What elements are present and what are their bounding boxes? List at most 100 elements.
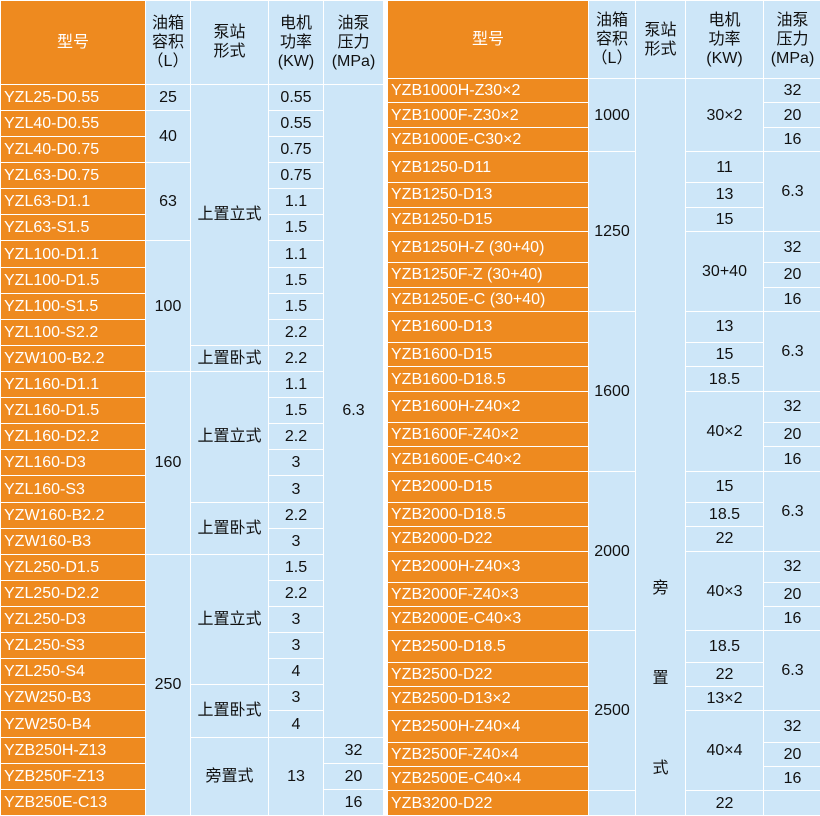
table-row: YZW250-B4 4 xyxy=(0,710,384,738)
model-cell: YZL100-S1.5 xyxy=(0,292,146,320)
header-cell: 电机 功率 (KW) xyxy=(268,0,324,85)
spec-cell: 40×2 xyxy=(685,390,764,472)
spec-cell: 1.5 xyxy=(268,214,324,242)
spec-cell: 1000 xyxy=(588,78,636,153)
spec-cell: 上置立式 xyxy=(190,83,269,346)
model-cell: YZL25-D0.55 xyxy=(0,83,146,111)
spec-cell: 上置卧式 xyxy=(190,684,269,738)
model-cell: YZB2000F-Z40×3 xyxy=(387,581,589,608)
spec-cell: 30+40 xyxy=(685,230,764,312)
table-row: YZL250-D3 3 xyxy=(0,606,384,634)
model-cell: YZL250-D2.2 xyxy=(0,579,146,608)
model-cell: YZW100-B2.2 xyxy=(0,344,146,373)
model-cell: YZB1250H-Z (30+40) xyxy=(387,230,589,264)
spec-cell: 160 xyxy=(145,371,191,555)
spec-cell: 16 xyxy=(763,286,820,312)
model-cell: YZB250H-Z13 xyxy=(0,736,146,764)
spec-cell: 4 xyxy=(268,710,324,738)
spec-cell: 6.3 xyxy=(763,151,820,232)
spec-cell: 32 xyxy=(323,736,384,764)
spec-cell: 3 xyxy=(268,684,324,712)
pump-type-char: 置 xyxy=(652,670,669,688)
table-row: YZL25-D0.55 25 上置立式 0.55 6.3 xyxy=(0,83,384,738)
spec-cell: 上置立式 xyxy=(190,371,269,503)
model-cell: YZB250E-C13 xyxy=(0,788,146,816)
model-cell: YZL160-D3 xyxy=(0,449,146,477)
spec-cell: 20 xyxy=(763,581,820,608)
table-row: YZB1000H-Z30×2 1000 旁置式 30×2 32 xyxy=(387,78,820,816)
table-row: YZB1600F-Z40×2 20 xyxy=(387,422,820,448)
table-row: YZB1600-D15 15 xyxy=(387,342,820,368)
table-row: YZB2500F-Z40×4 20 xyxy=(387,741,820,768)
model-cell: YZB2500F-Z40×4 xyxy=(387,741,589,768)
header-cell: 油泵 压力 (MPa) xyxy=(323,0,384,85)
header-cell: 型号 xyxy=(0,0,146,85)
model-cell: YZL160-D2.2 xyxy=(0,423,146,451)
spec-cell: 0.55 xyxy=(268,83,324,111)
model-cell: YZL63-D0.75 xyxy=(0,162,146,190)
model-cell: YZL250-S4 xyxy=(0,658,146,686)
spec-cell: 30×2 xyxy=(685,78,764,153)
table-row: YZB2500-D18.5 2500 18.5 6.3 xyxy=(387,630,820,792)
table-row: YZB250F-Z13 20 xyxy=(0,762,384,790)
spec-cell: 15 xyxy=(685,342,764,368)
model-cell: YZW160-B2.2 xyxy=(0,501,146,529)
table-row: YZB1250-D13 13 xyxy=(387,182,820,208)
model-cell: YZB1250E-C (30+40) xyxy=(387,286,589,312)
header-row: 型号 油箱 容积 （L） 泵站 形式 电机 功率 (KW) 油泵 压力 (MPa) xyxy=(387,0,820,80)
model-cell: YZB1250-D11 xyxy=(387,151,589,184)
table-row: YZL40-D0.75 0.75 xyxy=(0,136,384,164)
spec-cell: 250 xyxy=(145,553,191,816)
table-row: YZW160-B3 3 xyxy=(0,527,384,555)
spec-cell: 2.2 xyxy=(268,423,324,451)
pump-type-char: 式 xyxy=(652,760,669,778)
spec-cell: 上置立式 xyxy=(190,553,269,686)
table-row: YZB2000-D15 2000 15 6.3 xyxy=(387,470,820,632)
table-row: YZL160-D1.5 1.5 xyxy=(0,397,384,425)
spec-cell: 上置卧式 xyxy=(190,344,269,373)
model-cell: YZL40-D0.55 xyxy=(0,109,146,138)
model-cell: YZB1600H-Z40×2 xyxy=(387,390,589,424)
header-cell: 泵站 形式 xyxy=(635,0,686,80)
table-row: YZB2000-D18.5 18.5 xyxy=(387,501,820,528)
spec-cell: 13 xyxy=(268,736,324,816)
table-row: YZB3200-D22 22 xyxy=(387,790,820,816)
model-cell: YZB2000E-C40×3 xyxy=(387,606,589,632)
pump-type-char: 旁 xyxy=(652,580,669,598)
model-cell: YZL160-S3 xyxy=(0,475,146,503)
model-cell: YZB2500-D22 xyxy=(387,661,589,688)
model-cell: YZW250-B3 xyxy=(0,684,146,712)
spec-cell: 18.5 xyxy=(685,366,764,392)
table-row: YZB1000E-C30×2 16 xyxy=(387,126,820,153)
table-row: YZB2500H-Z40×4 40×4 32 xyxy=(387,710,820,792)
model-cell: YZB2500-D18.5 xyxy=(387,630,589,663)
model-cell: YZW160-B3 xyxy=(0,527,146,555)
spec-cell: 100 xyxy=(145,240,191,373)
spec-cell: 16 xyxy=(763,446,820,472)
spec-cell: 20 xyxy=(323,762,384,790)
model-cell: YZB250F-Z13 xyxy=(0,762,146,790)
model-cell: YZB2000-D15 xyxy=(387,470,589,503)
spec-cell: 3 xyxy=(268,527,324,555)
spec-cell: 4 xyxy=(268,658,324,686)
spec-cell: 13×2 xyxy=(685,686,764,712)
table-row: YZL160-D1.1 160 上置立式 1.1 xyxy=(0,371,384,555)
table-row: YZB2000-D22 22 xyxy=(387,526,820,552)
spec-cell: 16 xyxy=(763,606,820,632)
spec-cell: 1.1 xyxy=(268,188,324,216)
model-cell: YZL160-D1.1 xyxy=(0,371,146,399)
header-row: 型号 油箱 容积 （L） 泵站 形式 电机 功率 (KW) 油泵 压力 (MPa) xyxy=(0,0,384,85)
header-cell: 泵站 形式 xyxy=(190,0,269,85)
table-row: YZL63-S1.5 1.5 xyxy=(0,214,384,242)
table-row: YZL40-D0.55 40 0.55 xyxy=(0,109,384,164)
model-cell: YZL250-S3 xyxy=(0,632,146,660)
spec-cell: 1.5 xyxy=(268,266,324,294)
spec-cell: 11 xyxy=(685,151,764,184)
empty-cell xyxy=(763,790,820,816)
model-cell: YZB1250-D15 xyxy=(387,206,589,232)
table-row: YZB250E-C13 16 xyxy=(0,788,384,816)
model-cell: YZB1600F-Z40×2 xyxy=(387,422,589,448)
table-row: YZL160-D3 3 xyxy=(0,449,384,477)
spec-cell: 40×3 xyxy=(685,550,764,632)
empty-cell xyxy=(588,790,636,816)
